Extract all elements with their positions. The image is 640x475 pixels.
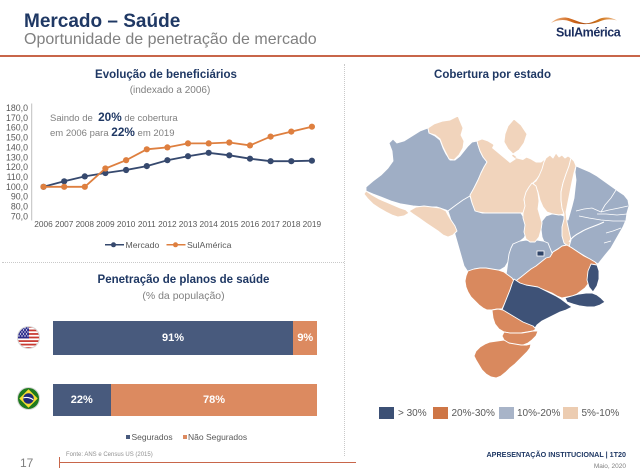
svg-text:120,0: 120,0 (6, 162, 28, 172)
svg-text:2019: 2019 (303, 219, 322, 229)
svg-text:SulAmérica: SulAmérica (556, 26, 622, 40)
svg-text:180,0: 180,0 (6, 103, 28, 113)
svg-text:2006: 2006 (34, 219, 53, 229)
svg-text:Mercado: Mercado (126, 240, 160, 250)
svg-text:2018: 2018 (282, 219, 301, 229)
svg-text:2008: 2008 (76, 219, 95, 229)
svg-text:2015: 2015 (220, 219, 239, 229)
svg-text:2013: 2013 (179, 219, 198, 229)
svg-text:70,0: 70,0 (11, 211, 28, 221)
svg-text:2011: 2011 (138, 219, 156, 229)
svg-text:SulAmérica: SulAmérica (187, 240, 232, 250)
svg-text:80,0: 80,0 (11, 202, 28, 212)
svg-text:2017: 2017 (261, 219, 280, 229)
svg-text:170,0: 170,0 (6, 113, 28, 123)
svg-text:100,0: 100,0 (6, 182, 28, 192)
svg-text:160,0: 160,0 (6, 123, 28, 133)
svg-text:2016: 2016 (241, 219, 260, 229)
svg-text:150,0: 150,0 (6, 133, 28, 143)
svg-text:2007: 2007 (55, 219, 74, 229)
svg-text:110,0: 110,0 (7, 172, 28, 182)
svg-text:140,0: 140,0 (6, 142, 28, 152)
svg-text:2010: 2010 (117, 219, 136, 229)
svg-text:2012: 2012 (158, 219, 177, 229)
svg-text:130,0: 130,0 (6, 152, 28, 162)
svg-text:90,0: 90,0 (11, 192, 28, 202)
svg-text:2014: 2014 (199, 219, 218, 229)
svg-text:2009: 2009 (96, 219, 115, 229)
